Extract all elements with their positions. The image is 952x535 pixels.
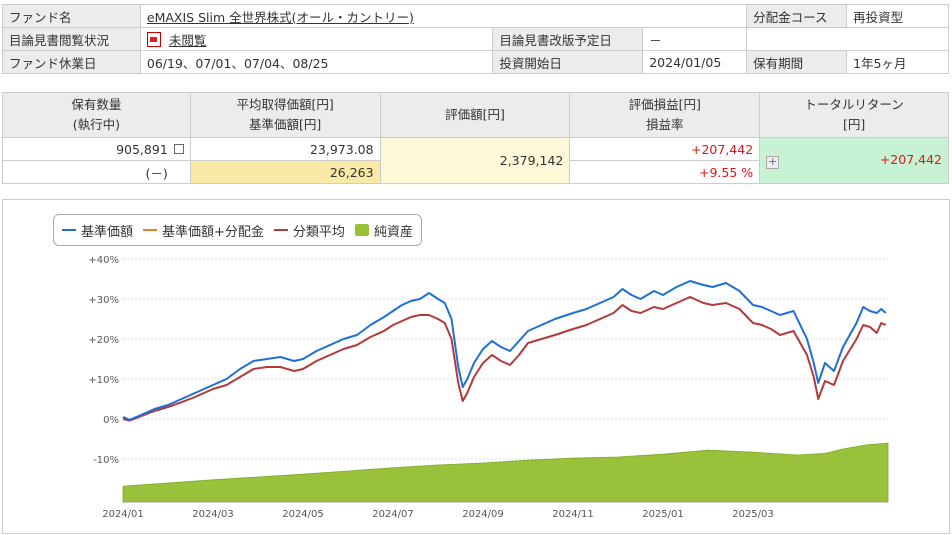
pending-cell: (－) [2, 160, 191, 184]
pnl-cell: +207,442 [569, 137, 761, 161]
x-tick-label: 2025/03 [732, 509, 774, 520]
legend-line-icon [62, 229, 76, 231]
x-tick-label: 2024/03 [192, 509, 234, 520]
qty-header: 保有数量 (執行中) [2, 92, 191, 138]
fund-name-label: ファンド名 [2, 4, 141, 28]
holdings-table: 保有数量 (執行中) 平均取得価額[円] 基準価額[円] 評価額[円] 評価損益[円… [2, 92, 949, 184]
legend-label: 基準価額+分配金 [162, 224, 264, 240]
prospectus-link[interactable]: 未閲覧 [168, 32, 207, 48]
legend-line-icon [143, 229, 158, 231]
pnl-header: 評価損益[円] 損益率 [569, 92, 761, 138]
pnl-rate-cell: +9.55 % [569, 160, 761, 184]
legend-swatch-icon [354, 224, 369, 236]
dividend-course-label: 分配金コース [746, 4, 848, 28]
legend-item[interactable]: 純資産 [354, 221, 413, 240]
legend-label: 分類平均 [292, 224, 345, 240]
y-tick-label: +10% [88, 375, 119, 386]
y-tick-label: +20% [88, 335, 119, 346]
legend-label: 基準価額 [81, 224, 134, 240]
expand-plus-icon[interactable]: + [766, 155, 780, 169]
total-return-cell: + +207,442 [759, 137, 949, 184]
empty-cell [746, 27, 949, 51]
y-tick-label: +30% [88, 295, 119, 306]
x-tick-label: 2024/11 [552, 509, 594, 520]
cost-header: 平均取得価額[円] 基準価額[円] [189, 92, 381, 138]
fund-holiday-label: ファンド休業日 [2, 50, 141, 74]
y-tick-label: 0% [103, 415, 119, 426]
legend-line-icon [273, 229, 288, 231]
legend-item[interactable]: 基準価額+分配金 [143, 221, 264, 240]
legend-label: 純資産 [373, 224, 413, 240]
dividend-course-value: 再投資型 [846, 4, 949, 28]
prospectus-status-label: 目論見書閲覧状況 [2, 27, 141, 51]
x-tick-label: 2024/01 [102, 509, 144, 520]
prospectus-revision-value: － [642, 27, 748, 51]
prospectus-revision-label: 目論見書改版予定日 [492, 27, 644, 51]
x-tick-label: 2025/01 [642, 509, 684, 520]
category-average-line [122, 296, 887, 422]
x-tick-label: 2024/07 [372, 509, 414, 520]
holding-period-label: 保有期間 [746, 50, 848, 74]
nav-line [122, 280, 887, 421]
pdf-icon[interactable] [146, 31, 161, 47]
legend-item[interactable]: 基準価額 [62, 221, 133, 240]
fund-holiday-value: 06/19、07/01、07/04、08/25 [139, 50, 494, 74]
y-tick-label: +40% [88, 255, 119, 266]
value-cell: 2,379,142 [379, 137, 571, 184]
avg-cost-cell: 23,973.08 [189, 137, 381, 161]
nav-cell: 26,263 [189, 160, 381, 184]
legend-item[interactable]: 分類平均 [273, 221, 345, 240]
fund-info-table: ファンド名 eMAXIS Slim 全世界株式(オール・カントリー) 分配金コー… [2, 4, 949, 74]
total-return-header: トータルリターン [円] [759, 92, 949, 138]
x-tick-label: 2024/05 [282, 509, 324, 520]
qty-cell: 905,891 [2, 137, 191, 161]
holding-period-value: 1年5ヶ月 [846, 50, 949, 74]
chart-legend: 基準価額 基準価額+分配金 分類平均 純資産 [53, 214, 422, 246]
start-date-label: 投資開始日 [492, 50, 644, 74]
fund-name-link[interactable]: eMAXIS Slim 全世界株式(オール・カントリー) [146, 9, 414, 25]
start-date-value: 2024/01/05 [642, 50, 748, 74]
net-assets-area [122, 442, 889, 503]
checkbox-icon[interactable] [173, 143, 184, 154]
chart-panel: +40% +30% +20% +10% 0% -10% 2024/01 2024/03 2024… [2, 199, 950, 534]
x-tick-label: 2024/09 [462, 509, 504, 520]
y-tick-label: -10% [93, 455, 119, 466]
value-header: 評価額[円] [379, 92, 571, 138]
price-chart: +40% +30% +20% +10% 0% -10% 2024/01 2024/03 2024… [88, 255, 889, 520]
